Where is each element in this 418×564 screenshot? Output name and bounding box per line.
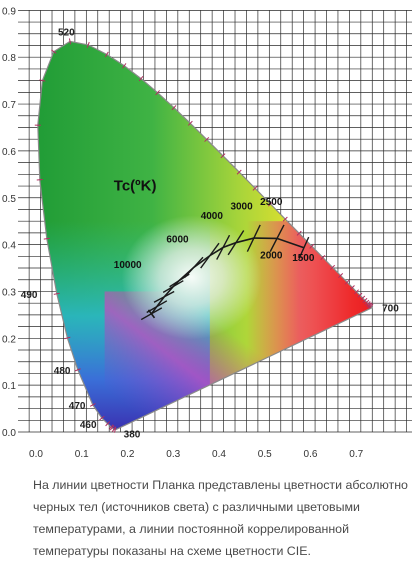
- isotherm-line: [227, 230, 245, 256]
- wavelength-label: 700: [382, 304, 399, 315]
- locus-tick: [267, 201, 273, 207]
- isotherm-line: [184, 256, 204, 278]
- locus-tick: [360, 295, 366, 301]
- locus-tick: [366, 302, 372, 308]
- x-tick-label: 0.2: [121, 449, 135, 460]
- y-tick-label: 0.1: [2, 381, 16, 392]
- locus-tick: [122, 63, 127, 69]
- locus-tick: [368, 303, 374, 309]
- color-fill-white: [121, 215, 262, 340]
- isotherm-line: [298, 236, 310, 259]
- x-tick-label: 0.4: [212, 449, 226, 460]
- locus-tick: [99, 415, 105, 421]
- locus-tick: [367, 303, 373, 308]
- locus-tick: [104, 51, 109, 58]
- temperature-label: 10000: [114, 260, 142, 271]
- locus-tick: [252, 185, 258, 191]
- locus-tick: [364, 299, 370, 305]
- temperature-label: 1500: [292, 253, 315, 264]
- wavelength-label: 380: [124, 430, 141, 441]
- y-tick-label: 0.4: [2, 241, 16, 252]
- labels: 520 490 480 470 460 380 700 10000 6000 4000 3000 25…: [21, 27, 399, 440]
- y-tick-label: 0.9: [2, 6, 16, 17]
- y-tick-label: 0.2: [2, 334, 16, 345]
- locus-tick: [171, 105, 177, 111]
- isotherm-line: [200, 242, 220, 269]
- isotherm-line: [162, 280, 184, 293]
- locus-tick: [187, 120, 193, 126]
- locus-tick: [320, 255, 326, 260]
- temperature-label: 2500: [260, 197, 283, 208]
- locus-tick: [236, 169, 242, 175]
- isotherm-line: [153, 290, 175, 303]
- wavelength-label: 470: [69, 401, 86, 412]
- wavelength-label: 460: [80, 420, 97, 431]
- cie-chromaticity-chart: 520 490 480 470 460 380 700 10000 6000 4000 3000 25…: [2, 6, 412, 460]
- planckian-end-mark: [147, 309, 156, 319]
- axis-ticks: 0.0 0.1 0.2 0.3 0.4 0.5 0.6 0.7 0.0 0.1 0.2 0.3 0.4 0…: [2, 6, 364, 460]
- locus-tick: [354, 289, 360, 295]
- locus-tick: [204, 136, 210, 142]
- locus-tick: [86, 41, 90, 48]
- locus-tick: [53, 292, 60, 295]
- locus-tick: [155, 90, 160, 96]
- color-gamut: [37, 41, 373, 430]
- planckian-locus: [140, 224, 310, 321]
- locus-tick: [365, 301, 371, 307]
- spectral-locus: [34, 38, 374, 433]
- locus-tick: [111, 426, 116, 433]
- locus-tick: [296, 230, 302, 236]
- locus-tick: [43, 237, 50, 240]
- isotherm-line: [269, 224, 285, 252]
- temperature-label: 2000: [260, 251, 283, 262]
- wavelength-label: 490: [21, 290, 38, 301]
- locus-tick: [357, 292, 363, 298]
- y-tick-label: 0.5: [2, 194, 16, 205]
- x-tick-label: 0.1: [75, 449, 89, 460]
- locus-tick: [344, 279, 350, 285]
- y-tick-label: 0.8: [2, 53, 16, 64]
- x-tick-label: 0.7: [349, 449, 363, 460]
- y-tick-label: 0.6: [2, 147, 16, 158]
- wavelength-label: 480: [54, 366, 71, 377]
- planckian-locus-line: [150, 237, 305, 315]
- x-tick-label: 0.6: [304, 449, 318, 460]
- isotherm-line: [246, 224, 261, 252]
- locus-tick: [330, 264, 336, 270]
- locus-tick: [349, 285, 355, 291]
- locus-tick: [362, 297, 368, 303]
- locus-tick: [68, 38, 72, 45]
- locus-tick: [39, 79, 46, 82]
- tc-label: Tc(ºK): [114, 178, 157, 195]
- locus-tick: [105, 421, 111, 427]
- locus-tick: [309, 243, 315, 249]
- locus-tick: [74, 368, 81, 372]
- locus-tick: [64, 336, 71, 340]
- locus-tick: [220, 153, 226, 159]
- isotherm-line: [216, 234, 231, 260]
- isotherm-line: [146, 300, 168, 314]
- y-tick-label: 0.0: [2, 428, 16, 439]
- x-tick-label: 0.5: [258, 449, 272, 460]
- spectral-locus-outline: [37, 40, 374, 431]
- locus-tick: [114, 426, 117, 433]
- locus-tick: [51, 49, 57, 54]
- locus-tick: [108, 424, 114, 430]
- locus-tick: [89, 403, 96, 407]
- x-tick-label: 0.0: [29, 449, 43, 460]
- locus-tick: [138, 75, 144, 82]
- locus-tick: [338, 273, 344, 278]
- temperature-label: 6000: [166, 234, 189, 245]
- x-tick-label: 0.3: [166, 449, 180, 460]
- temperature-label: 3000: [230, 201, 253, 212]
- temperature-label: 4000: [201, 211, 224, 222]
- caption: На линии цветности Планка представлены ц…: [33, 478, 408, 558]
- y-tick-label: 0.3: [2, 287, 16, 298]
- wavelength-label: 520: [58, 27, 75, 38]
- locus-tick: [109, 425, 115, 431]
- locus-tick: [282, 216, 288, 222]
- y-tick-label: 0.7: [2, 100, 16, 111]
